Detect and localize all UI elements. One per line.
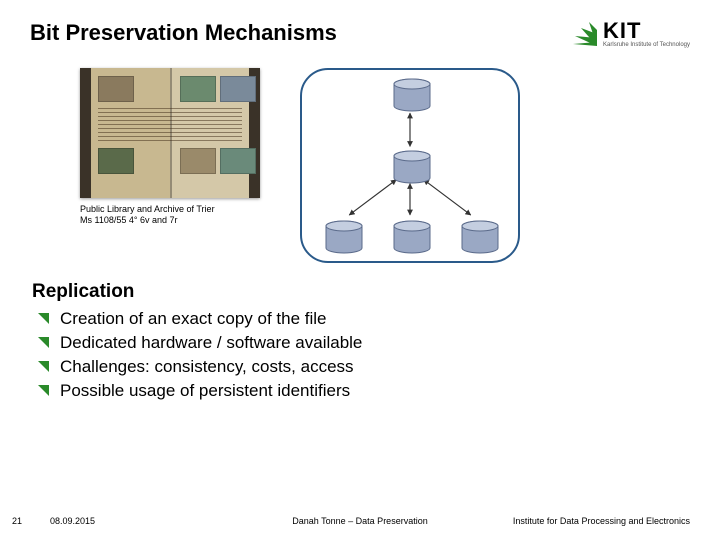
figures-row: Public Library and Archive of Trier Ms 1… bbox=[0, 58, 720, 263]
content-section: Replication Creation of an exact copy of… bbox=[0, 263, 720, 403]
manuscript-image bbox=[80, 68, 260, 198]
kit-logo: KIT Karlsruhe Institute of Technology bbox=[569, 20, 690, 48]
replication-diagram bbox=[300, 68, 520, 263]
footer: 08.09.2015 Danah Tonne – Data Preservati… bbox=[0, 516, 720, 526]
caption-line-1: Public Library and Archive of Trier bbox=[80, 204, 260, 215]
bullet-list: Creation of an exact copy of the file De… bbox=[32, 307, 688, 403]
manuscript-caption: Public Library and Archive of Trier Ms 1… bbox=[80, 204, 260, 226]
db-node-mid bbox=[392, 150, 432, 184]
bullet-item: Challenges: consistency, costs, access bbox=[32, 355, 688, 379]
section-heading: Replication bbox=[32, 281, 688, 303]
db-node-bottom-left bbox=[324, 220, 364, 254]
kit-logo-text: KIT bbox=[603, 20, 690, 42]
bullet-item: Dedicated hardware / software available bbox=[32, 331, 688, 355]
db-node-bottom-right bbox=[460, 220, 500, 254]
kit-fan-icon bbox=[569, 20, 599, 48]
footer-institute: Institute for Data Processing and Electr… bbox=[513, 516, 690, 526]
slide-title: Bit Preservation Mechanisms bbox=[30, 20, 337, 46]
bullet-item: Creation of an exact copy of the file bbox=[32, 307, 688, 331]
db-node-bottom-center bbox=[392, 220, 432, 254]
bullet-item: Possible usage of persistent identifiers bbox=[32, 379, 688, 403]
db-node-top bbox=[392, 78, 432, 112]
caption-line-2: Ms 1108/55 4° 6v and 7r bbox=[80, 215, 260, 226]
header: Bit Preservation Mechanisms KIT Karlsruh… bbox=[0, 0, 720, 58]
footer-date: 08.09.2015 bbox=[50, 516, 95, 526]
manuscript-figure: Public Library and Archive of Trier Ms 1… bbox=[80, 68, 260, 226]
kit-logo-subtitle: Karlsruhe Institute of Technology bbox=[603, 42, 690, 48]
footer-author: Danah Tonne – Data Preservation bbox=[292, 516, 427, 526]
